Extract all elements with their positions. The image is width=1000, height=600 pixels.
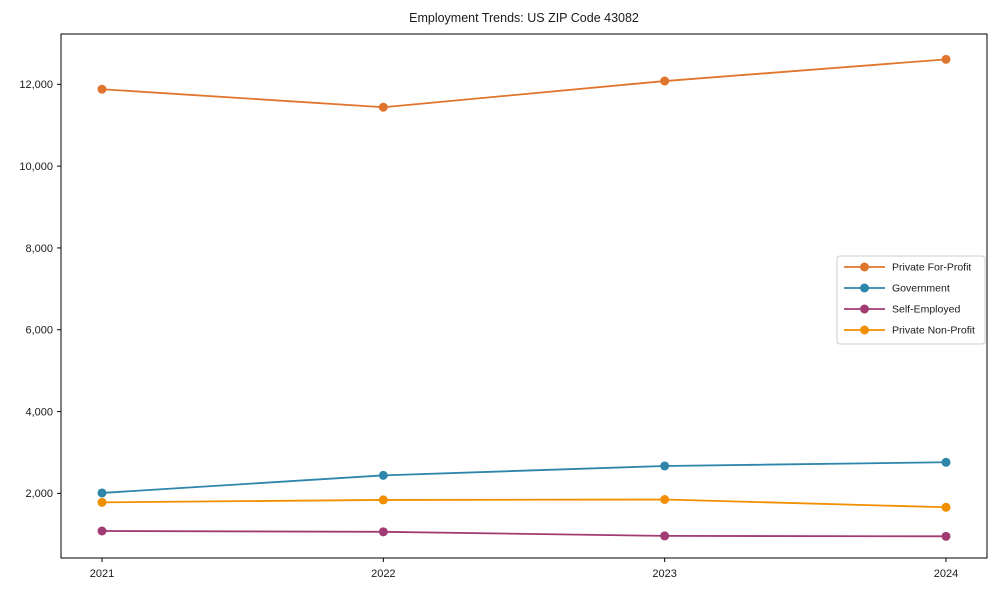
series-line-private-for-profit [101, 58, 947, 109]
y-tick-label: 12,000 [19, 79, 53, 91]
data-point-marker [97, 488, 107, 498]
data-point-marker [378, 102, 388, 112]
legend-item-label: Government [892, 283, 950, 295]
y-tick-label: 10,000 [19, 161, 53, 173]
y-tick-label: 4,000 [25, 406, 53, 418]
legend-swatch-marker [860, 262, 869, 272]
legend-item: Self-Employed [844, 304, 960, 316]
axes: 2,000 4,000 6,000 8,000 10,000 12,000 2021 2022… [19, 33, 988, 580]
series-line-self-employed [101, 530, 947, 538]
data-point-marker [378, 470, 388, 480]
x-tick-label: 2023 [652, 568, 676, 580]
y-tick-label: 2,000 [25, 488, 53, 500]
data-point-marker [941, 457, 951, 467]
x-tick-label: 2021 [90, 568, 114, 580]
axes-frame [60, 33, 988, 559]
legend: Private For-Profit Government Self-Employe… [836, 255, 986, 345]
legend-frame [836, 255, 986, 345]
plot-area [97, 54, 951, 541]
data-point-marker [378, 527, 388, 537]
x-tick-label: 2022 [371, 568, 395, 580]
y-tick-label: 8,000 [25, 243, 53, 255]
data-point-marker [660, 495, 670, 505]
series-line-private-non-profit [101, 498, 947, 509]
data-point-marker [941, 54, 951, 64]
data-point-marker [660, 76, 670, 86]
legend-swatch-marker [860, 304, 869, 314]
data-point-marker [941, 502, 951, 512]
data-point-marker [97, 526, 107, 536]
legend-item: Private For-Profit [844, 262, 971, 274]
data-point-marker [97, 84, 107, 94]
chart-title: Employment Trends: US ZIP Code 43082 [409, 11, 639, 25]
data-point-marker [378, 495, 388, 505]
data-point-marker [660, 461, 670, 471]
legend-item: Government [844, 283, 950, 295]
legend-item-label: Self-Employed [892, 304, 960, 316]
data-point-marker [941, 531, 951, 541]
x-tick-label: 2024 [934, 568, 958, 580]
y-tick-label: 6,000 [25, 325, 53, 337]
legend-item-label: Private For-Profit [892, 262, 971, 274]
data-point-marker [97, 497, 107, 507]
legend-item-label: Private Non-Profit [892, 325, 975, 337]
series-line-government [101, 461, 947, 494]
data-point-marker [660, 531, 670, 541]
legend-item: Private Non-Profit [844, 325, 975, 337]
legend-swatch-marker [860, 325, 869, 335]
legend-swatch-marker [860, 283, 869, 293]
